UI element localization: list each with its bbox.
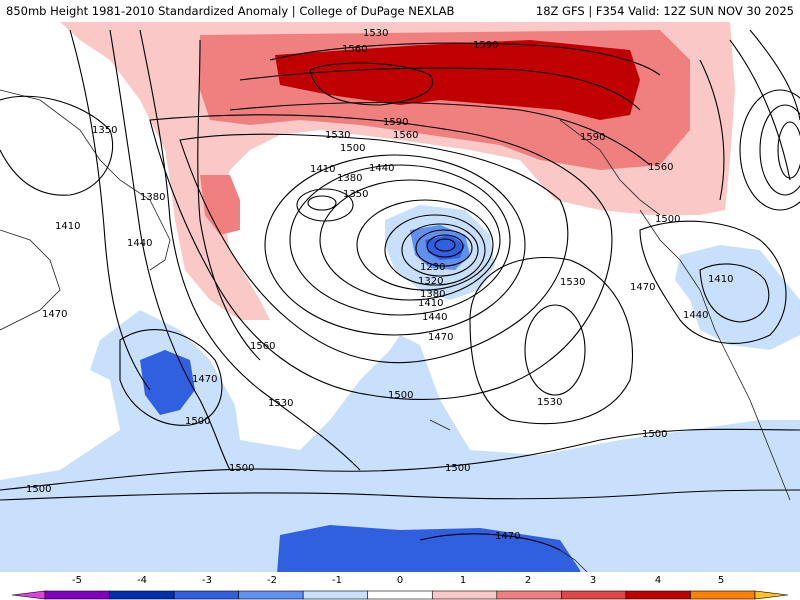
colorbar-label: 0 xyxy=(397,575,403,586)
colorbar-label: 4 xyxy=(655,575,661,586)
colorbar-swatch xyxy=(367,590,433,600)
positive-anomaly-shading xyxy=(60,22,735,320)
colorbar-label: -4 xyxy=(137,575,147,586)
contour-label: 1380 xyxy=(337,173,362,184)
colorbar-label: -3 xyxy=(202,575,212,586)
colorbar-swatch xyxy=(561,590,627,600)
contour-label: 1530 xyxy=(268,398,293,409)
contour-label: 1500 xyxy=(388,390,413,401)
contour-label: 1380 xyxy=(140,192,165,203)
colorbar-swatch xyxy=(496,590,562,600)
contour-label: 1410 xyxy=(310,164,335,175)
colorbar-swatch xyxy=(44,590,110,600)
anomaly-colorbar: -5 -4 -3 -2 -1 0 1 2 3 4 5 xyxy=(0,572,800,600)
colorbar-swatches xyxy=(11,590,789,600)
contour-label: 1590 xyxy=(580,132,605,143)
colorbar-label: 3 xyxy=(590,575,596,586)
contour-label: 1440 xyxy=(127,238,152,249)
colorbar-label: -2 xyxy=(267,575,277,586)
contour-label: 1410 xyxy=(708,274,733,285)
contour-label: 1530 xyxy=(537,397,562,408)
colorbar-label: -1 xyxy=(332,575,342,586)
colorbar-label: 2 xyxy=(525,575,531,586)
contour-label: 1470 xyxy=(428,332,453,343)
colorbar-swatch xyxy=(690,590,756,600)
contour-label: 1230 xyxy=(420,262,445,273)
colorbar-arrow-right xyxy=(754,590,789,600)
contour-labels: 1530 1560 1590 1350 1380 1410 1440 1470 … xyxy=(26,28,733,542)
contour-label: 1500 xyxy=(185,416,210,427)
colorbar-label: 1 xyxy=(460,575,466,586)
contour-label: 1500 xyxy=(642,429,667,440)
contour-label: 1560 xyxy=(648,162,673,173)
contour-label: 1440 xyxy=(369,163,394,174)
colorbar-swatch xyxy=(431,590,498,600)
colorbar-labels: -5 -4 -3 -2 -1 0 1 2 3 4 5 xyxy=(72,575,724,586)
colorbar-label: 5 xyxy=(718,575,724,586)
negative-anomaly-shading xyxy=(0,205,800,572)
contour-label: 1530 xyxy=(560,277,585,288)
contour-label: 1560 xyxy=(250,341,275,352)
contour-label: 1530 xyxy=(325,130,350,141)
contour-label: 1470 xyxy=(630,282,655,293)
contour-label: 1560 xyxy=(342,44,367,55)
contour-label: 1470 xyxy=(192,374,217,385)
colorbar-label: -5 xyxy=(72,575,82,586)
contour-label: 1590 xyxy=(383,117,408,128)
map-title: 850mb Height 1981-2010 Standardized Anom… xyxy=(6,4,455,18)
colorbar-swatch xyxy=(109,590,175,600)
contour-label: 1560 xyxy=(393,130,418,141)
contour-label: 1500 xyxy=(26,484,51,495)
contour-label: 1350 xyxy=(343,189,368,200)
contour-label: 1500 xyxy=(655,214,680,225)
contour-label: 1470 xyxy=(495,531,520,542)
contour-label: 1470 xyxy=(42,309,67,320)
colorbar-swatch xyxy=(238,590,304,600)
anomaly-map: 1530 1560 1590 1350 1380 1410 1440 1470 … xyxy=(0,22,800,572)
contour-label: 1380 xyxy=(420,289,445,300)
contour-label: 1500 xyxy=(445,463,470,474)
contour-label: 1440 xyxy=(422,312,447,323)
contour-label: 1410 xyxy=(55,221,80,232)
colorbar-swatch xyxy=(302,590,369,600)
model-run-info: 18Z GFS | F354 Valid: 12Z SUN NOV 30 202… xyxy=(535,4,794,18)
contour-label: 1500 xyxy=(340,143,365,154)
coastlines xyxy=(0,89,791,572)
contour-label: 1590 xyxy=(473,40,498,51)
contour-label: 1500 xyxy=(229,463,254,474)
contour-label: 1320 xyxy=(418,276,443,287)
contour-label: 1440 xyxy=(683,310,708,321)
map-header: 850mb Height 1981-2010 Standardized Anom… xyxy=(0,0,800,22)
contour-label: 1530 xyxy=(363,28,388,39)
colorbar-swatch xyxy=(625,590,691,600)
contour-label: 1410 xyxy=(418,298,443,309)
height-contours xyxy=(0,29,800,551)
contour-label: 1350 xyxy=(92,125,117,136)
colorbar-swatch xyxy=(173,590,239,600)
